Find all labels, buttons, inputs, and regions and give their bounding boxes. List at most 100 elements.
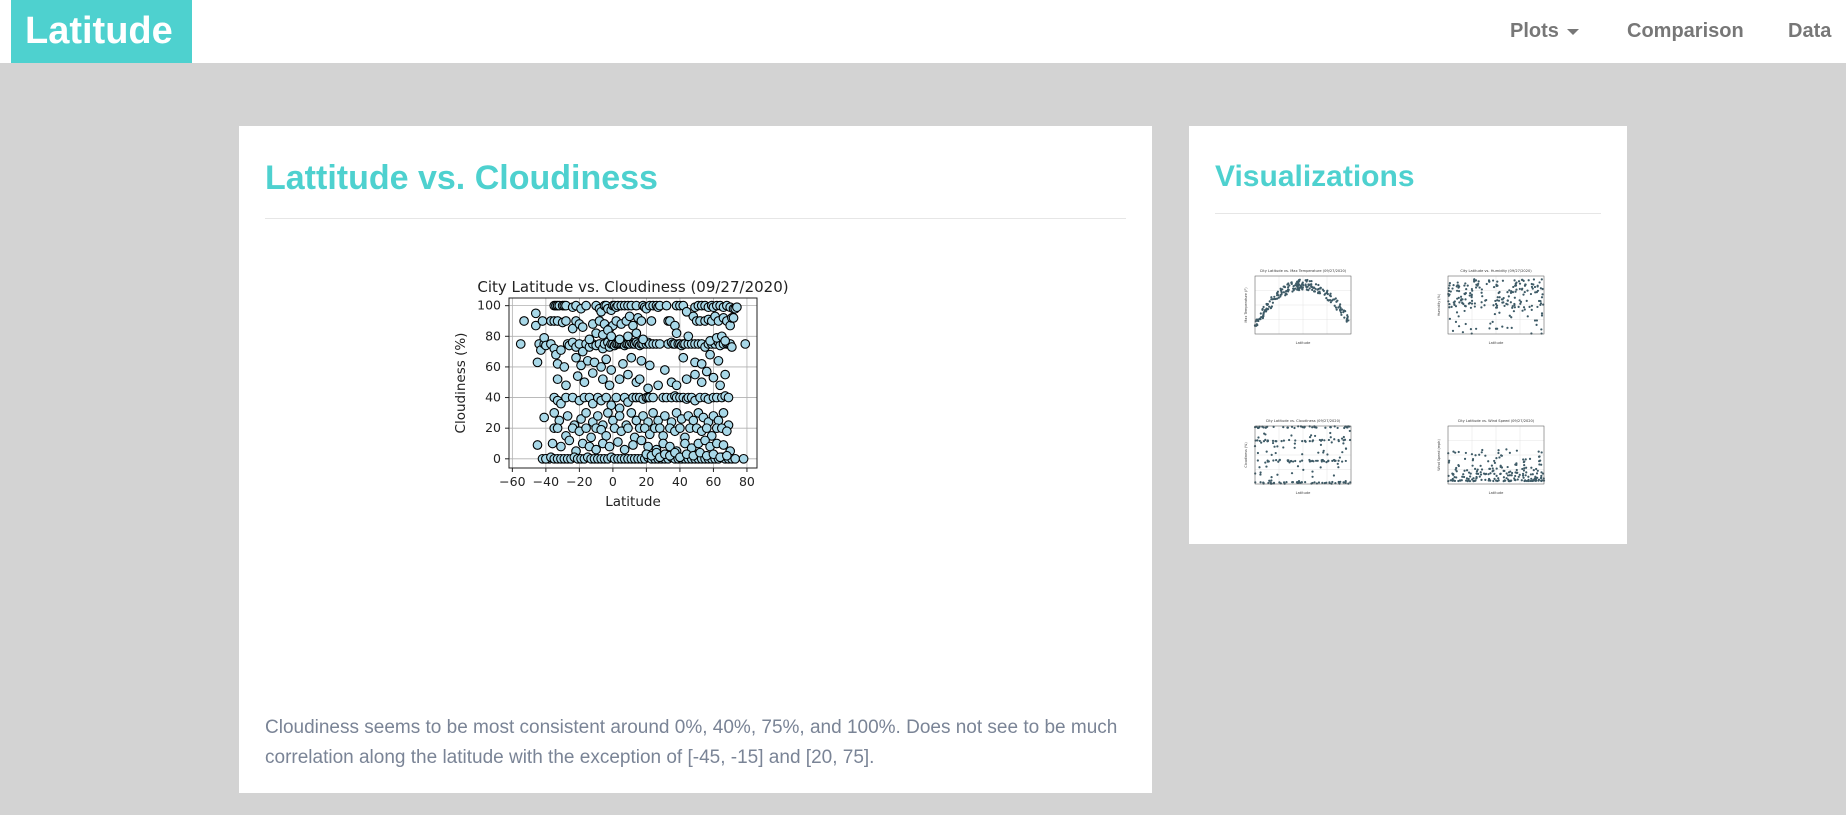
thumb-point [1508, 474, 1511, 477]
data-point [614, 374, 625, 385]
thumb-point [1262, 305, 1265, 309]
thumb-point [1337, 440, 1340, 443]
thumb-point [1462, 473, 1465, 476]
thumb-point [1498, 311, 1501, 314]
thumb-point [1538, 463, 1541, 466]
thumb-point [1340, 313, 1343, 316]
data-point [727, 342, 737, 352]
thumb-point [1298, 283, 1301, 286]
thumb-point [1492, 304, 1495, 307]
thumb-point [1338, 456, 1341, 459]
thumb-point [1258, 466, 1261, 469]
visualizations-divider [1215, 213, 1601, 214]
thumb-point [1475, 472, 1478, 475]
thumb-point [1326, 289, 1329, 292]
data-point [586, 432, 596, 443]
thumb-point [1270, 298, 1273, 301]
data-point [581, 423, 591, 434]
thumb-point [1511, 305, 1514, 308]
thumb-point [1536, 469, 1539, 472]
data-point [577, 322, 588, 332]
thumb-point [1333, 438, 1336, 441]
thumb-point [1447, 461, 1450, 464]
thumb-max-temperature[interactable]: City Latitude vs. Max Temperature (09/27… [1241, 266, 1363, 350]
thumb-point [1301, 453, 1304, 456]
x-axis-label: Latitude [605, 494, 661, 510]
data-point [718, 408, 729, 418]
thumb-point [1540, 332, 1543, 335]
thumb-point [1344, 447, 1348, 450]
thumb-point [1502, 476, 1506, 479]
thumb-point [1514, 282, 1517, 285]
thumb-point [1538, 281, 1541, 284]
nav-data-link[interactable]: Data [1788, 20, 1832, 42]
y-axis-label: Cloudiness (%) [453, 333, 469, 434]
thumb-point [1308, 460, 1311, 463]
thumb-point [1450, 305, 1453, 308]
thumb-point [1536, 305, 1539, 309]
thumb-point [1312, 290, 1316, 293]
thumb-point [1451, 329, 1455, 332]
thumb-point [1476, 284, 1479, 287]
thumb-humidity[interactable]: City Latitude vs. Humidity (09/27/2020) L… [1434, 266, 1556, 350]
thumb-point [1458, 479, 1462, 482]
data-point [723, 392, 734, 403]
thumb-point [1458, 301, 1461, 304]
thumb-point [1478, 475, 1481, 478]
data-point [581, 408, 591, 418]
data-point [636, 435, 647, 446]
data-point [606, 331, 617, 342]
data-point [720, 369, 731, 380]
thumb-point [1304, 279, 1307, 282]
thumb-point [1464, 305, 1467, 308]
thumb-point [1314, 283, 1318, 286]
thumb-point [1318, 438, 1321, 442]
thumb-point [1464, 298, 1467, 301]
thumb-point [1534, 479, 1537, 482]
thumb-point [1540, 314, 1544, 317]
thumb-point [1518, 473, 1521, 476]
thumb-point [1455, 289, 1459, 292]
thumb-point [1537, 450, 1540, 453]
thumb-point [1457, 325, 1461, 328]
thumb-point [1495, 457, 1498, 460]
data-point [552, 374, 563, 385]
thumb-point [1460, 479, 1463, 482]
thumb-point [1497, 291, 1500, 295]
thumb-point [1453, 476, 1456, 479]
thumb-point [1292, 287, 1295, 290]
thumb-wind-speed[interactable]: City Latitude vs. Wind Speed (09/27/2020… [1434, 416, 1556, 500]
thumb-point [1455, 476, 1458, 479]
data-point [713, 355, 724, 366]
thumb-cloudiness[interactable]: City Latitude vs. Cloudiness (09/27/2020… [1241, 416, 1363, 500]
x-tick-label: 80 [739, 474, 755, 489]
thumb-point [1503, 479, 1506, 482]
thumb-point [1330, 441, 1333, 444]
data-point [648, 408, 658, 418]
brand-logo[interactable]: Latitude [11, 0, 192, 63]
thumb-point [1478, 286, 1481, 289]
thumb-point [1319, 443, 1323, 446]
y-tick-label: 60 [485, 359, 501, 374]
thumb-point [1513, 302, 1516, 306]
thumb-point [1462, 475, 1466, 479]
y-tick-label: 40 [485, 390, 501, 405]
thumb-point [1325, 461, 1328, 464]
y-tick-label: 80 [485, 328, 501, 343]
thumb-point [1447, 292, 1450, 296]
thumb-point [1323, 439, 1326, 442]
thumb-point [1453, 479, 1457, 483]
thumb-point [1475, 327, 1478, 330]
thumb-point [1533, 285, 1537, 289]
nav-comparison-link[interactable]: Comparison [1627, 20, 1744, 42]
data-point [562, 411, 573, 421]
data-point [619, 444, 630, 455]
nav-plots-dropdown[interactable]: Plots [1510, 0, 1579, 63]
thumb-point [1470, 453, 1474, 456]
data-point [671, 328, 682, 339]
thumb-point [1308, 283, 1312, 286]
thumb-point [1491, 467, 1494, 470]
thumb-point [1540, 474, 1543, 477]
thumb-point [1277, 296, 1280, 299]
thumb-point [1524, 458, 1527, 461]
